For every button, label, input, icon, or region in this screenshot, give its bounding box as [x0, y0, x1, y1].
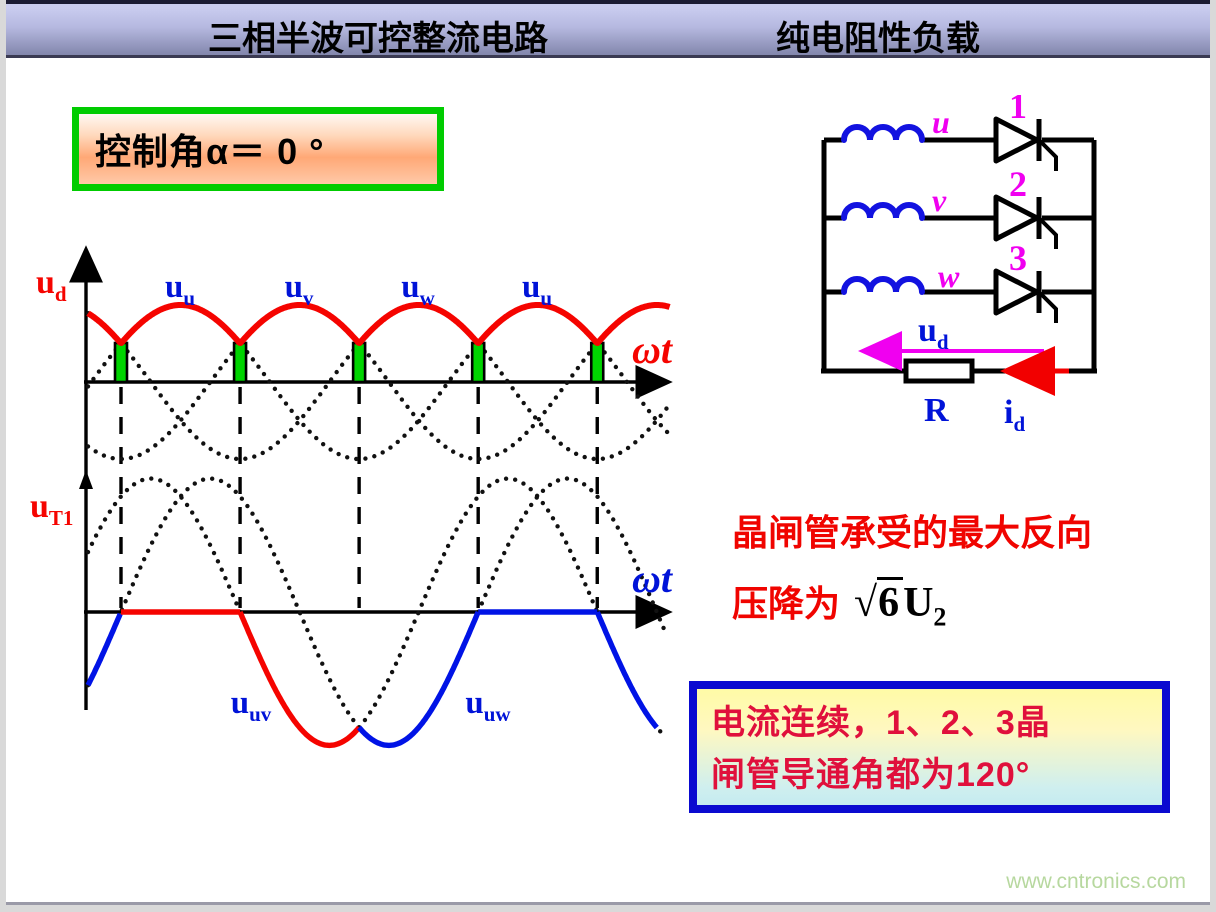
sqrt6-u2-formula: √6U2	[854, 577, 946, 631]
title-bar: 三相半波可控整流电路 纯电阻性负载	[6, 0, 1210, 58]
thyristor-number-2: 2	[1009, 164, 1027, 204]
radical-sign: √	[854, 580, 878, 626]
gate-pulses	[113, 341, 605, 384]
id-label: id	[1004, 394, 1025, 435]
firing-instant-dashed-lines	[119, 387, 599, 608]
page-title-main: 三相半波可控整流电路	[208, 20, 548, 58]
conduction-note-box: 电流连续，1、2、3晶 闸管导通角都为120°	[689, 681, 1170, 813]
output-voltage-envelope	[86, 302, 672, 346]
uuw-curve-label: uuw	[465, 685, 511, 726]
phase-label-v: v	[932, 182, 947, 218]
watermark: www.cntronics.com	[1006, 870, 1186, 893]
uuv-curve-label: uuv	[231, 685, 272, 726]
conduction-line2: 闸管导通角都为120°	[711, 756, 1031, 794]
hump-label-uv: uv	[285, 269, 314, 310]
hump-label-uu2: uu	[522, 269, 552, 310]
reverse-voltage-note: 晶闸管承受的最大反向 压降为 √6U2	[732, 498, 1202, 652]
conduction-line1: 电流连续，1、2、3晶	[711, 704, 1051, 742]
hump-label-uw: uw	[401, 269, 435, 310]
slide: 三相半波可控整流电路 纯电阻性负载 控制角α＝ 0 ° ud uu uv uw …	[6, 0, 1210, 905]
reverse-voltage-line2: 压降为 √6U2	[732, 568, 1202, 652]
thyristor-number-3: 3	[1009, 238, 1027, 278]
phase-label-u: u	[932, 104, 950, 140]
thyristor-voltage-curve	[85, 609, 659, 749]
thyristor-number-1: 1	[1009, 95, 1027, 126]
page-title-sub: 纯电阻性负载	[776, 20, 980, 58]
resistor-label: R	[924, 392, 949, 429]
ud-axis-label: ud	[36, 264, 67, 306]
rectifier-circuit-diagram: u v w 1 2 3 ud R id	[821, 95, 1097, 435]
ut1-axis-label: uT1	[30, 488, 73, 530]
thyristor-1	[993, 116, 1058, 171]
winding-u	[841, 124, 925, 143]
phase-label-w: w	[938, 258, 960, 294]
transformer-windings	[841, 124, 925, 295]
omega-t-label-bottom: ωt	[632, 556, 674, 601]
ud-label: ud	[918, 312, 949, 354]
waveform-diagram: ud uu uv uw uu ωt uT1 ωt uuv uuw	[30, 245, 674, 749]
winding-v	[841, 202, 925, 221]
control-angle-box: 控制角α＝ 0 °	[72, 107, 444, 191]
thyristor-2	[993, 194, 1058, 249]
ut1-axis-arrow	[79, 470, 93, 489]
thyristor-3	[993, 268, 1058, 323]
winding-w	[841, 276, 925, 295]
line-voltage-dotted-curves	[85, 476, 667, 748]
omega-t-label-top: ωt	[632, 327, 674, 372]
reverse-voltage-line1: 晶闸管承受的最大反向	[732, 512, 1093, 553]
resistor-symbol	[903, 358, 975, 384]
control-angle-label: 控制角α＝ 0 °	[95, 131, 325, 172]
hump-label-uu: uu	[165, 269, 195, 310]
circuit-wires	[821, 137, 1097, 374]
